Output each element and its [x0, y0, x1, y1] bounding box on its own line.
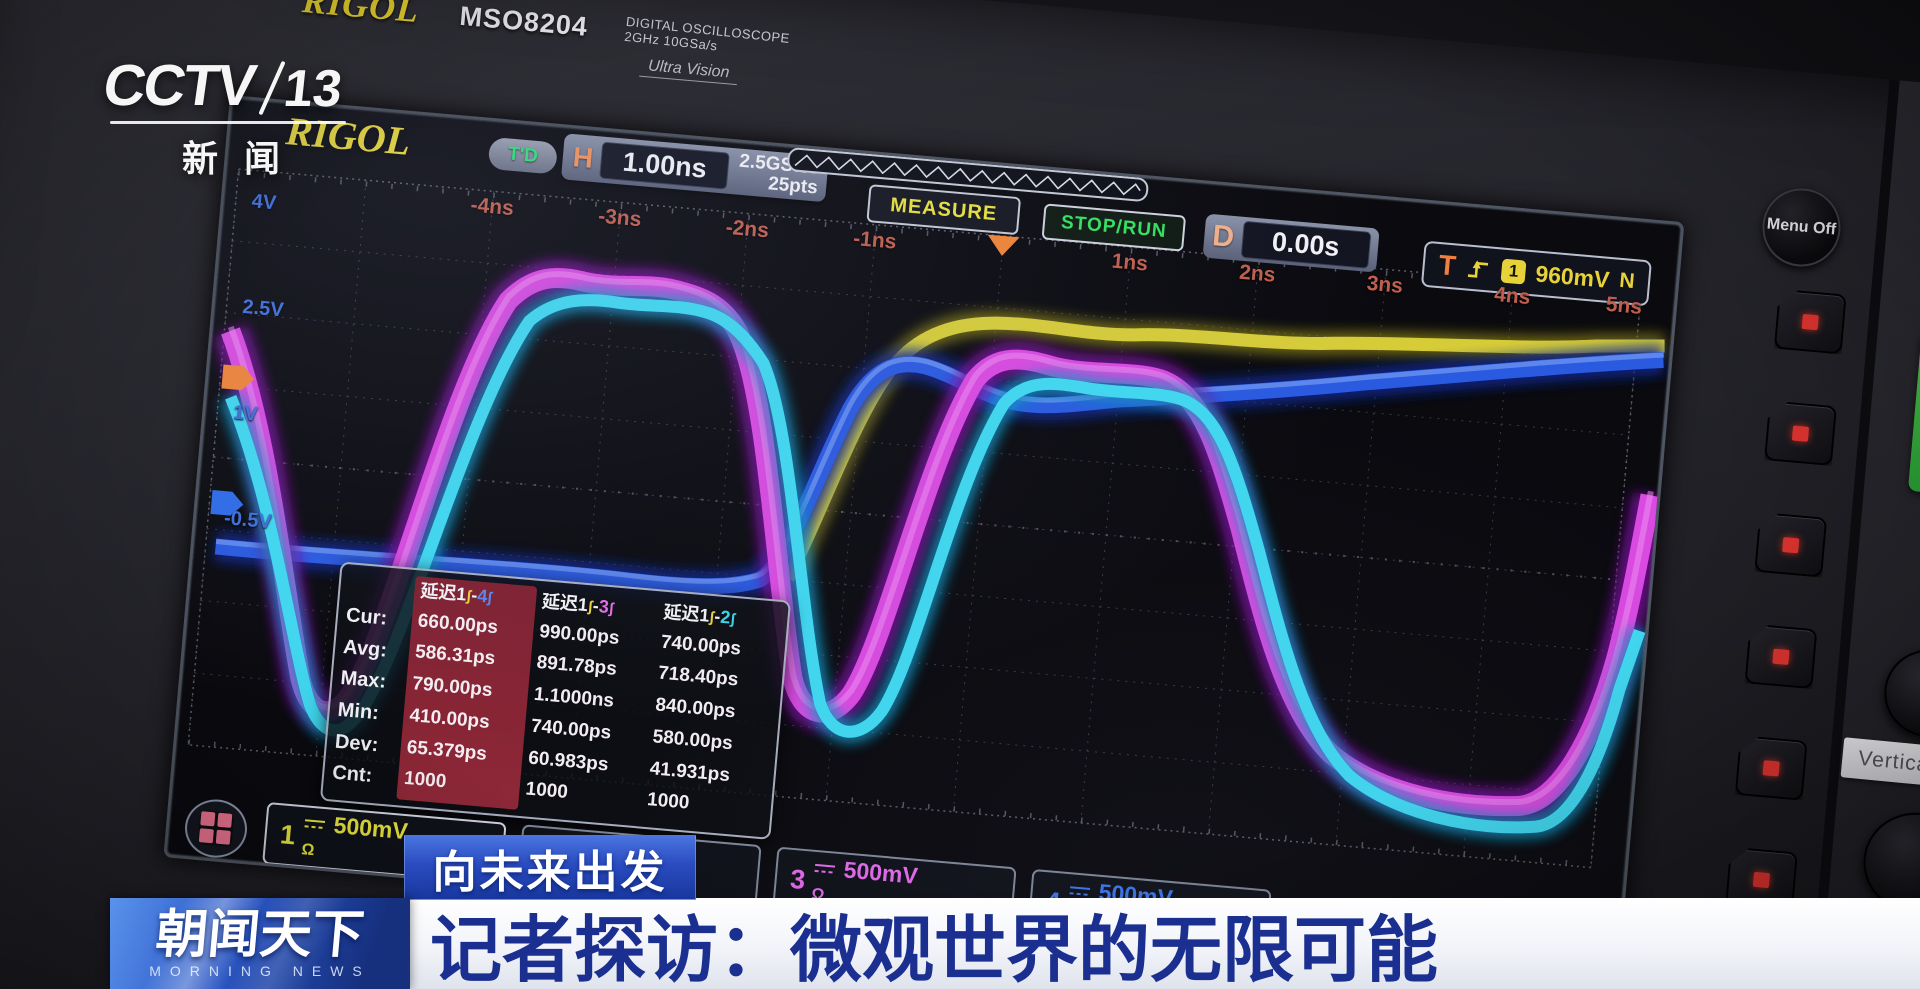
- cctv-channel-logo: CCTV 13 新闻: [99, 52, 346, 182]
- volt-axis-label: -0.5V: [223, 507, 273, 534]
- measure-statistics-panel[interactable]: Cur: Avg: Max: Min: Dev: Cnt: 延迟1ʃ-4ʃ 66…: [319, 561, 792, 840]
- measure-col-delay-1-3: 延迟1ʃ-3ʃ 990.00ps 891.78ps 1.1000ns 740.0…: [518, 587, 659, 821]
- volt-axis-label: 2.5V: [241, 295, 285, 322]
- volt-axis-label: 1V: [232, 401, 259, 426]
- delay-value[interactable]: 0.00s: [1240, 220, 1372, 269]
- measure-row-label: Cnt:: [331, 761, 374, 788]
- measure-col-delay-1-2: 延迟1ʃ-2ʃ 740.00ps 718.40ps 840.00ps 580.0…: [639, 597, 780, 831]
- program-name: 朝闻天下: [153, 905, 367, 964]
- trigger-position-marker: [987, 234, 1020, 256]
- bezel-model: MSO8204: [458, 0, 590, 42]
- key-led: [1792, 425, 1809, 441]
- horizontal-icon: H: [571, 141, 595, 174]
- channel-1-box[interactable]: 1 500mV Ω -1.00V: [262, 801, 507, 885]
- trigger-sweep-mode: N: [1618, 268, 1636, 294]
- trigger-status-badge: T'D: [487, 136, 559, 175]
- time-axis-label: 3ns: [1365, 271, 1404, 298]
- trigger-level-value: 960mV: [1534, 260, 1611, 293]
- channel-offset-marker: [210, 489, 244, 516]
- waveform-memory-bar[interactable]: [786, 146, 1150, 203]
- topic-banner: 向未来出发: [404, 835, 696, 900]
- trigger-source-badge: 1: [1500, 258, 1527, 285]
- time-axis-label: 4ns: [1493, 282, 1532, 310]
- cctv-brand: CCTV: [99, 53, 259, 118]
- headline-bar: 记者探访：微观世界的无限可能: [408, 898, 1920, 989]
- channel-impedance: Ω: [300, 841, 316, 860]
- key-led: [1763, 760, 1780, 776]
- time-axis-label: 2ns: [1238, 260, 1277, 287]
- cctv-channel-number: 13: [280, 60, 345, 118]
- time-axis-label: -3ns: [597, 204, 643, 232]
- key-led: [1772, 648, 1789, 664]
- rising-edge-icon: [1467, 260, 1489, 278]
- key-led: [1782, 537, 1799, 553]
- channel-number: 1: [278, 818, 297, 850]
- volt-axis-label: 4V: [250, 190, 278, 215]
- key-led: [1802, 313, 1819, 329]
- headline-text: 记者探访：微观世界的无限可能: [430, 911, 1439, 989]
- measure-col-delay-1-4: 延迟1ʃ-4ʃ 660.00ps 586.31ps 790.00ps 410.0…: [396, 576, 538, 810]
- time-axis-label: -4ns: [469, 193, 515, 221]
- bezel-brand-logo: RIGOL: [300, 0, 421, 31]
- cctv-divider: [110, 121, 346, 124]
- dc-coupling-icon: [304, 818, 326, 829]
- trigger-level-marker: [221, 364, 255, 391]
- channel-4-box[interactable]: 4 500mV Ω: [1027, 868, 1272, 952]
- time-axis-label: -2ns: [724, 215, 770, 243]
- dc-coupling-icon: [814, 863, 836, 874]
- key-led: [1753, 871, 1770, 887]
- time-axis-label: 1ns: [1110, 249, 1149, 276]
- dc-coupling-icon: [1069, 885, 1091, 896]
- oscilloscope-screen: RIGOL T'D H 1.00ns 2.5GSa/s 25pts MEASUR…: [163, 95, 1685, 985]
- program-name-en: MORNING NEWS: [149, 962, 371, 979]
- grid-icon: [197, 810, 235, 847]
- memory-depth: 25pts: [767, 173, 819, 199]
- channel-offset: [744, 888, 750, 889]
- delay-icon: D: [1211, 219, 1236, 254]
- program-logo: 朝闻天下 MORNING NEWS: [110, 898, 410, 989]
- timebase-value[interactable]: 1.00ns: [599, 141, 731, 190]
- channel-3-box[interactable]: 3 500mV Ω -1.00V: [772, 846, 1017, 930]
- time-axis-label: 5ns: [1604, 292, 1643, 319]
- trigger-icon: T: [1437, 249, 1458, 282]
- trigger-settings[interactable]: T 1 960mV N: [1420, 240, 1653, 307]
- time-axis-label: -1ns: [852, 226, 898, 254]
- memory-zigzag-icon: [794, 154, 1141, 196]
- cctv-subtitle: 新闻: [182, 138, 307, 179]
